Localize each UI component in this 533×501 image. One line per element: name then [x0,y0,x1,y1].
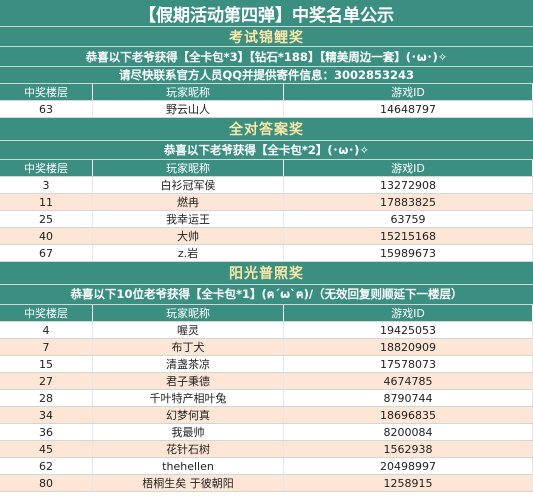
cell-game-id: 18696835 [284,407,533,423]
cell-floor: 80 [0,475,93,491]
section-notice: 恭喜以下10位老爷获得【全卡包*1】(ฅ´ω`ฅ)/（无效回复则顺延下一楼层） [0,285,533,305]
cell-nickname: 清盏茶凉 [93,356,284,372]
cell-floor: 15 [0,356,93,372]
cell-nickname: 花针石树 [93,441,284,457]
table-row: 25 我幸运王 63759 [0,211,533,228]
cell-floor: 62 [0,458,93,474]
cell-floor: 45 [0,441,93,457]
cell-nickname: 白衫冠军侯 [93,177,284,193]
section-heading-sunshine: 阳光普照奖 [0,262,533,285]
header-floor: 中奖楼层 [0,160,93,176]
cell-game-id: 8790744 [284,390,533,406]
cell-nickname: 大帅 [93,228,284,244]
cell-nickname: 幻梦何真 [93,407,284,423]
section-heading-exam-koi: 考试锦鲤奖 [0,27,533,47]
cell-nickname: 野云山人 [93,101,284,117]
cell-game-id: 15215168 [284,228,533,244]
section-heading-text: 考试锦鲤奖 [229,29,304,46]
table-row: 62 thehellen 20498997 [0,458,533,475]
cell-nickname: z.岩 [93,245,284,261]
table-header: 中奖楼层 玩家昵称 游戏ID [0,305,533,322]
header-floor: 中奖楼层 [0,305,93,321]
table-row: 7 布丁犬 18820909 [0,339,533,356]
cell-floor: 63 [0,101,93,117]
section-heading-all-correct: 全对答案奖 [0,118,533,141]
table-header: 中奖楼层 玩家昵称 游戏ID [0,160,533,177]
cell-floor: 28 [0,390,93,406]
table-row: 45 花针石树 1562938 [0,441,533,458]
cell-game-id: 17578073 [284,356,533,372]
cell-nickname: 我幸运王 [93,211,284,227]
header-game-id: 游戏ID [284,160,533,176]
cell-nickname: thehellen [93,458,284,474]
cell-floor: 4 [0,322,93,338]
cell-nickname: 布丁犬 [93,339,284,355]
cell-game-id: 17883825 [284,194,533,210]
table-row: 63 野云山人 14648797 [0,101,533,118]
header-floor: 中奖楼层 [0,84,93,100]
cell-game-id: 1562938 [284,441,533,457]
cell-game-id: 13272908 [284,177,533,193]
table-row: 34 幻梦何真 18696835 [0,407,533,424]
cell-game-id: 4674785 [284,373,533,389]
table-row: 4 喔灵 19425053 [0,322,533,339]
cell-floor: 27 [0,373,93,389]
cell-nickname: 喔灵 [93,322,284,338]
cell-nickname: 千叶特产相叶兔 [93,390,284,406]
cell-floor: 11 [0,194,93,210]
table-row: 36 我最帅 8200084 [0,424,533,441]
cell-floor: 7 [0,339,93,355]
table-header: 中奖楼层 玩家昵称 游戏ID [0,84,533,101]
cell-nickname: 燃冉 [93,194,284,210]
section-heading-text: 全对答案奖 [229,122,304,138]
table-row: 27 君子秉德 4674785 [0,373,533,390]
cell-floor: 25 [0,211,93,227]
cell-floor: 67 [0,245,93,261]
cell-nickname: 我最帅 [93,424,284,440]
cell-game-id: 15989673 [284,245,533,261]
table-row: 11 燃冉 17883825 [0,194,533,211]
table-row: 3 白衫冠军侯 13272908 [0,177,533,194]
cell-floor: 36 [0,424,93,440]
cell-game-id: 1258915 [284,475,533,491]
table-row: 40 大帅 15215168 [0,228,533,245]
section-notice: 恭喜以下老爷获得【全卡包*3】【钻石*188】【精美周边一套】(･ω･)✧ [0,47,533,67]
cell-floor: 34 [0,407,93,423]
cell-game-id: 8200084 [284,424,533,440]
section-contact-notice: 请尽快联系官方人员QQ并提供寄件信息：3002853243 [0,67,533,84]
section-heading-text: 阳光普照奖 [229,266,304,282]
cell-game-id: 20498997 [284,458,533,474]
cell-game-id: 14648797 [284,101,533,117]
section-notice: 恭喜以下老爷获得【全卡包*2】(･ω･)✧ [0,141,533,160]
table-row: 80 梧桐生矣 于彼朝阳 1258915 [0,475,533,492]
table-row: 28 千叶特产相叶兔 8790744 [0,390,533,407]
cell-game-id: 63759 [284,211,533,227]
cell-game-id: 19425053 [284,322,533,338]
header-nickname: 玩家昵称 [93,305,284,321]
header-nickname: 玩家昵称 [93,160,284,176]
header-game-id: 游戏ID [284,84,533,100]
header-nickname: 玩家昵称 [93,84,284,100]
page-title: 【假期活动第四弹】中奖名单公示 [0,0,533,27]
table-row: 67 z.岩 15989673 [0,245,533,262]
cell-floor: 40 [0,228,93,244]
header-game-id: 游戏ID [284,305,533,321]
cell-nickname: 梧桐生矣 于彼朝阳 [93,475,284,491]
cell-floor: 3 [0,177,93,193]
cell-game-id: 18820909 [284,339,533,355]
table-row: 15 清盏茶凉 17578073 [0,356,533,373]
cell-nickname: 君子秉德 [93,373,284,389]
